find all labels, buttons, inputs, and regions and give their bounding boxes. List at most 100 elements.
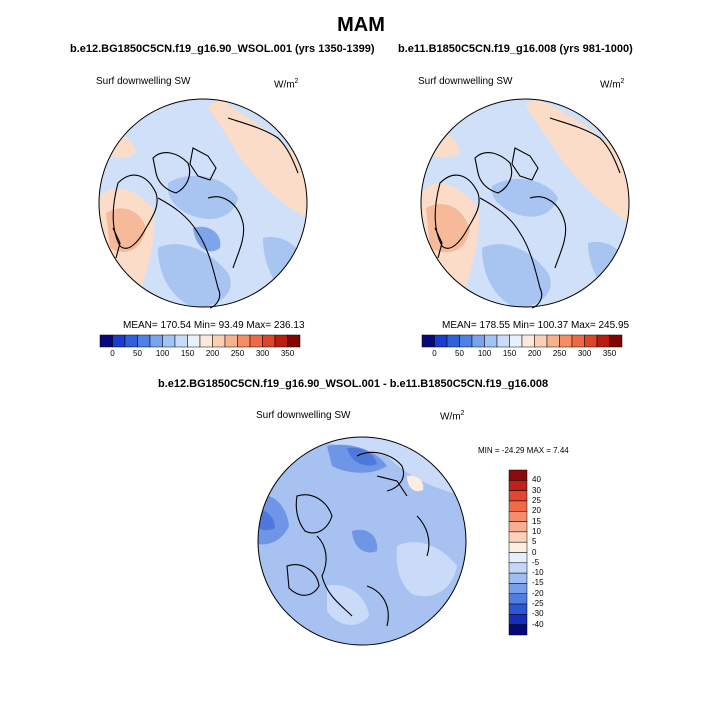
diff-colorbar-tick-label: 30 <box>532 485 541 495</box>
right-panel-stats: MEAN= 178.55 Min= 100.37 Max= 245.95 <box>442 320 630 331</box>
colorbar-tick-label: 350 <box>602 349 617 358</box>
colorbar-tick-label: 250 <box>552 349 567 358</box>
colorbar-tick-label: 50 <box>133 349 142 358</box>
diff-colorbar-tick-label: 20 <box>532 506 541 516</box>
colorbar-swatch <box>237 334 251 348</box>
right-panel-variable: Surf downwelling SW <box>418 76 513 87</box>
colorbar-tick-label: 150 <box>502 349 517 358</box>
colorbar-swatch <box>484 334 498 348</box>
colorbar-swatch <box>249 334 263 348</box>
right-colorbar <box>421 334 623 348</box>
colorbar-swatch <box>137 334 151 348</box>
colorbar-swatch <box>496 334 510 348</box>
diff-colorbar-tick-label: 25 <box>532 495 541 505</box>
colorbar-swatch <box>99 334 113 348</box>
colorbar-swatch <box>521 334 535 348</box>
diff-colorbar-swatch <box>508 521 528 533</box>
diff-colorbar-tick-label: 15 <box>532 516 541 526</box>
right-panel-title: b.e11.B1850C5CN.f19_g16.008 (yrs 981-100… <box>398 43 633 55</box>
diff-colorbar-swatch <box>508 480 528 491</box>
diff-panel-units: W/m2 <box>440 410 465 423</box>
left-panel-units: W/m2 <box>274 78 299 91</box>
left-polar-map <box>98 98 308 309</box>
diff-colorbar-tick-label: -10 <box>532 568 544 578</box>
left-colorbar-labels: 0 50 100 150 200 250 300 350 <box>100 349 300 359</box>
colorbar-tick-label: 0 <box>110 349 115 358</box>
diff-colorbar-swatch <box>508 593 528 605</box>
diff-colorbar-swatch <box>508 583 528 594</box>
diff-colorbar-tick-label: -15 <box>532 578 544 588</box>
diff-colorbar <box>508 469 528 636</box>
colorbar-swatch <box>571 334 585 348</box>
diff-colorbar-tick-label: 40 <box>532 475 541 485</box>
colorbar-swatch <box>224 334 238 348</box>
diff-colorbar-tick-label: -40 <box>532 619 544 629</box>
diff-colorbar-tick-label: -30 <box>532 609 544 619</box>
diff-colorbar-tick-label: -20 <box>532 588 544 598</box>
diff-colorbar-swatch <box>508 469 528 481</box>
colorbar-tick-label: 200 <box>205 349 220 358</box>
diff-colorbar-tick-label: 0 <box>532 547 537 557</box>
colorbar-tick-label: 0 <box>432 349 437 358</box>
colorbar-swatch <box>187 334 201 348</box>
colorbar-swatch <box>262 334 276 348</box>
colorbar-tick-label: 300 <box>255 349 270 358</box>
colorbar-tick-label: 50 <box>455 349 464 358</box>
right-panel-units: W/m2 <box>600 78 625 91</box>
diff-colorbar-swatch <box>508 490 528 502</box>
colorbar-swatch <box>434 334 448 348</box>
colorbar-swatch <box>212 334 226 348</box>
colorbar-swatch <box>471 334 485 348</box>
colorbar-tick-label: 250 <box>230 349 245 358</box>
diff-colorbar-swatch <box>508 541 528 553</box>
left-panel-stats: MEAN= 170.54 Min= 93.49 Max= 236.13 <box>123 320 305 331</box>
diff-colorbar-swatch <box>508 614 528 625</box>
diff-colorbar-swatch <box>508 603 528 615</box>
colorbar-swatch <box>534 334 548 348</box>
diff-colorbar-labels: 40 30 25 20 15 10 5 0 -5 -10 -15 -20 -25 -30 -40 <box>532 470 572 635</box>
colorbar-tick-label: 100 <box>477 349 492 358</box>
diff-colorbar-tick-label: 5 <box>532 537 537 547</box>
figure-title: MAM <box>337 14 385 36</box>
diff-panel-stats: MIN = -24.29 MAX = 7.44 <box>478 446 569 455</box>
diff-colorbar-swatch <box>508 624 528 636</box>
diff-colorbar-swatch <box>508 511 528 522</box>
right-colorbar-labels: 0 50 100 150 200 250 300 350 <box>422 349 622 359</box>
colorbar-swatch <box>174 334 188 348</box>
colorbar-tick-label: 350 <box>280 349 295 358</box>
diff-panel-title: b.e12.BG1850C5CN.f19_g16.90_WSOL.001 - b… <box>158 378 549 390</box>
diff-colorbar-swatch <box>508 572 528 584</box>
colorbar-swatch <box>421 334 435 348</box>
colorbar-swatch <box>162 334 176 348</box>
left-panel-title: b.e12.BG1850C5CN.f19_g16.90_WSOL.001 (yr… <box>70 43 375 55</box>
colorbar-swatch <box>112 334 126 348</box>
colorbar-swatch <box>609 334 623 348</box>
colorbar-swatch <box>546 334 560 348</box>
colorbar-tick-label: 100 <box>155 349 170 358</box>
left-colorbar <box>99 334 301 348</box>
colorbar-swatch <box>596 334 610 348</box>
diff-colorbar-swatch <box>508 500 528 512</box>
colorbar-tick-label: 200 <box>527 349 542 358</box>
colorbar-swatch <box>199 334 213 348</box>
diff-panel-variable: Surf downwelling SW <box>256 410 351 421</box>
colorbar-swatch <box>124 334 138 348</box>
colorbar-swatch <box>459 334 473 348</box>
right-polar-map <box>420 98 630 309</box>
colorbar-swatch <box>446 334 460 348</box>
colorbar-swatch <box>274 334 288 348</box>
diff-polar-map <box>257 436 467 646</box>
diff-colorbar-tick-label: 10 <box>532 526 541 536</box>
diff-colorbar-tick-label: -5 <box>532 557 540 567</box>
colorbar-swatch <box>584 334 598 348</box>
colorbar-swatch <box>509 334 523 348</box>
left-panel-variable: Surf downwelling SW <box>96 76 191 87</box>
colorbar-swatch <box>149 334 163 348</box>
diff-colorbar-swatch <box>508 562 528 574</box>
diff-colorbar-swatch <box>508 552 528 564</box>
colorbar-tick-label: 300 <box>577 349 592 358</box>
colorbar-tick-label: 150 <box>180 349 195 358</box>
diff-colorbar-tick-label: -25 <box>532 599 544 609</box>
diff-colorbar-swatch <box>508 531 528 543</box>
colorbar-swatch <box>287 334 301 348</box>
